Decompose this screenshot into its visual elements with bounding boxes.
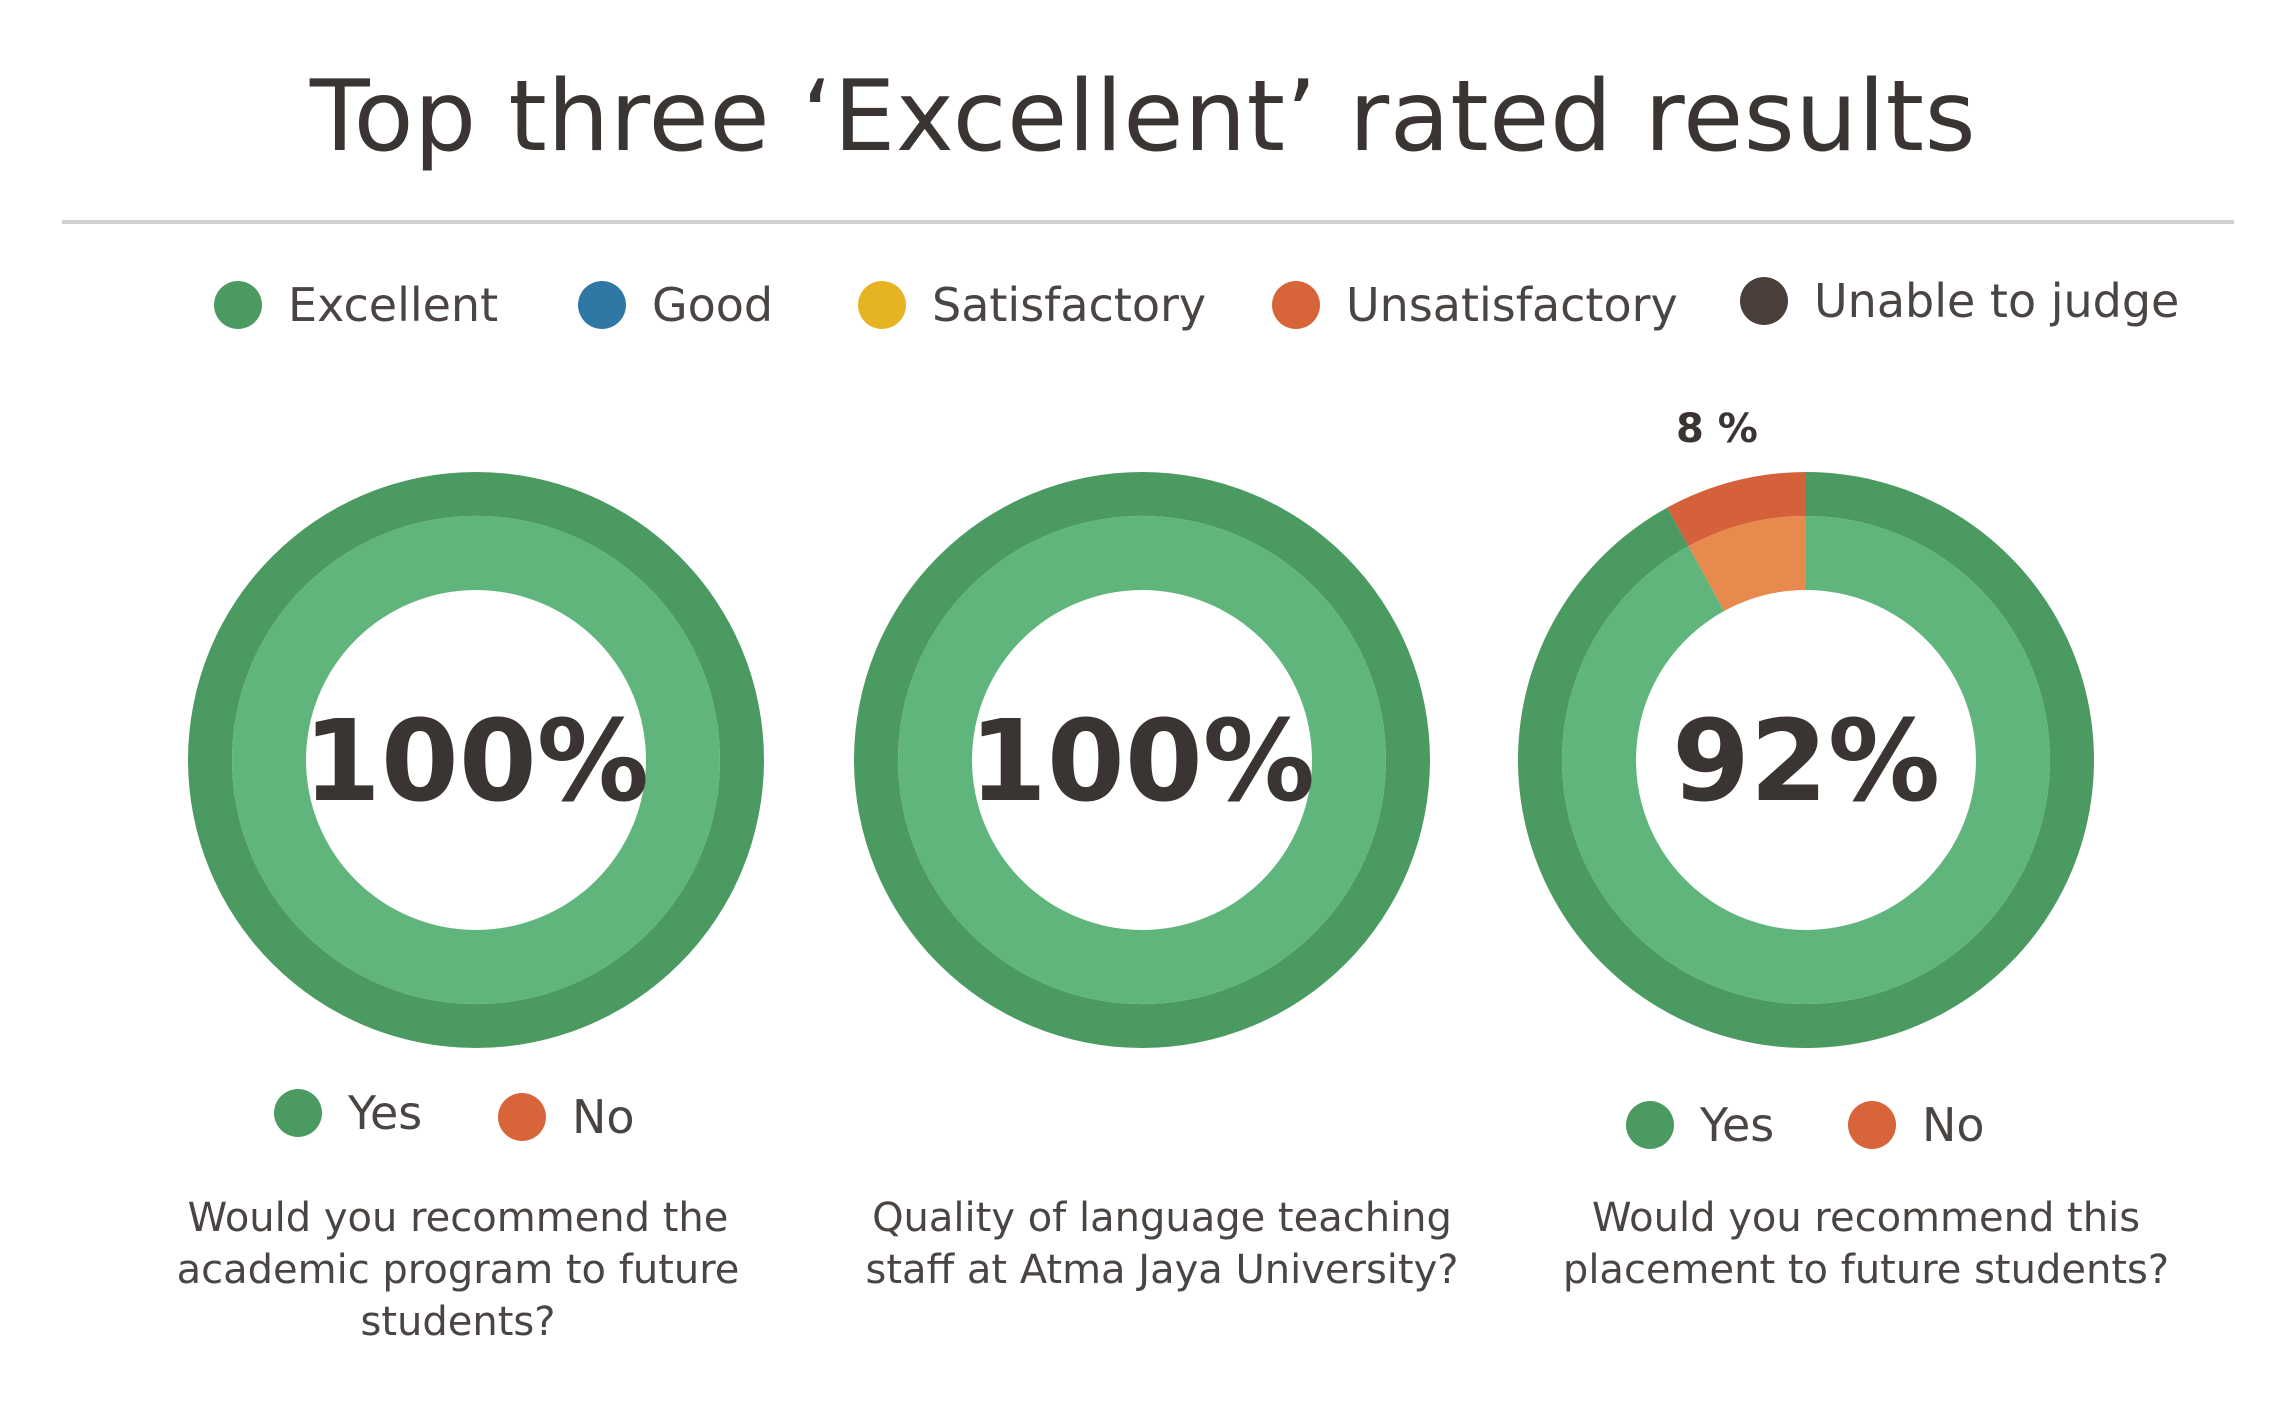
donut-3-legend-no: No [1848, 1098, 1985, 1152]
donut-slice-yes-inner [1562, 516, 2050, 1004]
no-label: No [572, 1090, 635, 1144]
legend-item-satisfactory: Satisfactory [858, 278, 1206, 332]
legend-item-good: Good [578, 278, 773, 332]
title-divider [62, 220, 2234, 224]
main-legend: Excellent Good Satisfactory Unsatisfacto… [0, 272, 2286, 342]
slice-label-no: 8 % [1676, 406, 1758, 452]
donut-center-value: 100% [969, 697, 1315, 827]
question-academic-program: Would you recommend the academic program… [176, 1195, 740, 1345]
question-placement: Would you recommend this placement to fu… [1562, 1195, 2170, 1293]
legend-dot-unsatisfactory [1272, 281, 1320, 329]
legend-label-good: Good [652, 278, 774, 332]
no-label: No [1922, 1098, 1985, 1152]
yes-dot [274, 1089, 322, 1137]
donut-chart-academic-program: 100% [188, 472, 764, 1048]
legend-dot-good [578, 281, 626, 329]
legend-item-unsatisfactory: Unsatisfactory [1272, 278, 1678, 332]
donut-center-value: 100% [303, 697, 649, 827]
donut-3-legend-yes: Yes [1626, 1098, 1774, 1152]
donut-center-value: 92% [1672, 697, 1940, 827]
donut-slice-no-outer [1667, 472, 1806, 547]
donut-slice-no-inner [1688, 516, 1806, 612]
donut-1-legend-no: No [498, 1090, 635, 1144]
no-dot [1848, 1101, 1896, 1149]
legend-dot-excellent [214, 281, 262, 329]
legend-label-satisfactory: Satisfactory [932, 278, 1207, 332]
legend-dot-satisfactory [858, 281, 906, 329]
chart-title: Top three ‘Excellent’ rated results [309, 60, 1977, 174]
legend-label-unable-to-judge: Unable to judge [1814, 274, 2180, 328]
donut-chart-language-teaching: 100% [854, 472, 1430, 1048]
legend-dot-unable-to-judge [1740, 277, 1788, 325]
legend-label-excellent: Excellent [288, 278, 499, 332]
legend-label-unsatisfactory: Unsatisfactory [1346, 278, 1678, 332]
legend-item-excellent: Excellent [214, 278, 498, 332]
legend-item-unable-to-judge: Unable to judge [1740, 274, 2179, 328]
donut-slice-yes-inner [898, 515, 1386, 1005]
donut-1-legend-yes: Yes [274, 1086, 422, 1140]
donut-slice-yes-inner [231, 515, 721, 1005]
question-language-teaching: Quality of language teaching staff at At… [865, 1195, 1459, 1293]
yes-label: Yes [348, 1086, 423, 1140]
yes-label: Yes [1700, 1098, 1775, 1152]
yes-dot [1626, 1101, 1674, 1149]
no-dot [498, 1093, 546, 1141]
donut-chart-placement: 92% [1518, 472, 2094, 1048]
